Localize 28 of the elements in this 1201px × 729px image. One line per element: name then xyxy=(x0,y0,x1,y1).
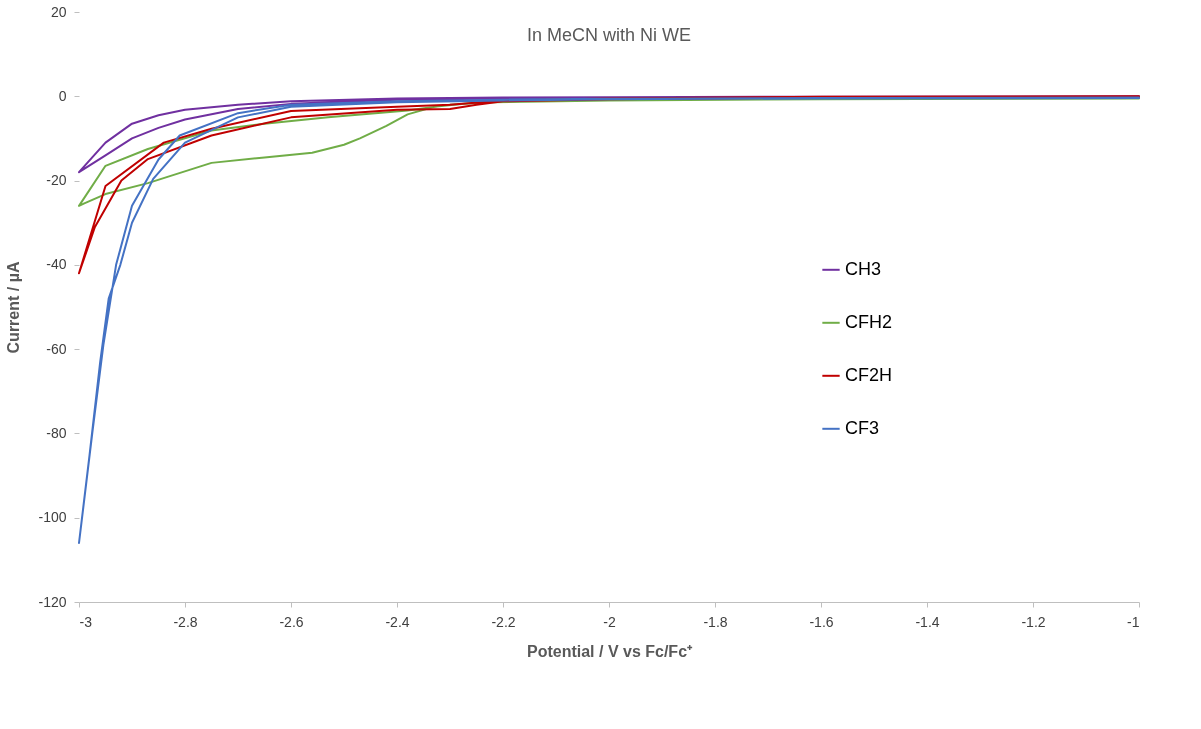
legend-label: CH3 xyxy=(845,258,882,279)
x-tick-label: -1.6 xyxy=(809,613,834,630)
line-series xyxy=(78,96,1140,544)
y-tick-label: 0 xyxy=(58,87,67,104)
x-tick-label: -2.2 xyxy=(491,613,516,630)
x-tick-label: -2 xyxy=(603,613,616,630)
x-tick-label: -2.4 xyxy=(385,613,410,630)
y-tick-label: -120 xyxy=(38,593,67,610)
y-tick-label: -40 xyxy=(46,256,67,273)
x-tick-label: -3 xyxy=(79,613,93,630)
x-tick-label: -2.8 xyxy=(173,613,198,630)
legend-label: CF2H xyxy=(845,364,893,385)
y-axis-title: Current / µA xyxy=(5,261,23,354)
text: In MeCN with Ni WE xyxy=(526,25,692,45)
x-tick-label: -1.8 xyxy=(703,613,728,630)
legend-label: CFH2 xyxy=(845,311,893,332)
y-tick-label: -20 xyxy=(46,172,67,189)
x-tick-label: -2.6 xyxy=(279,613,304,630)
legend-label: CF3 xyxy=(845,417,880,438)
y-tick-label: -100 xyxy=(38,509,67,526)
x-tick-label: -1.4 xyxy=(915,613,940,630)
y-tick-label: -80 xyxy=(46,424,67,441)
y-tick-label: 20 xyxy=(50,3,67,20)
x-tick-label: -1.2 xyxy=(1021,613,1046,630)
x-axis-title: Potential / V vs Fc/Fc⁺ xyxy=(526,642,694,660)
y-tick-label: -60 xyxy=(46,340,67,357)
line-series xyxy=(78,95,1140,275)
x-tick-label: -1 xyxy=(1127,613,1140,630)
